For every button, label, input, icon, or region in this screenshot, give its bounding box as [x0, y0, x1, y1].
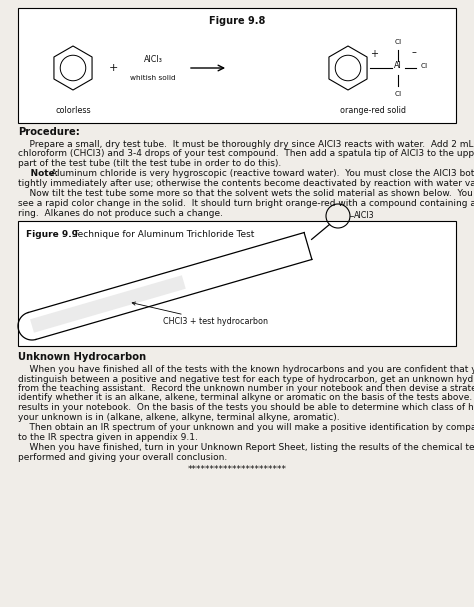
Text: Figure 9.8: Figure 9.8	[209, 16, 265, 26]
Text: results in your notebook.  On the basis of the tests you should be able to deter: results in your notebook. On the basis o…	[18, 403, 474, 412]
Text: +: +	[109, 63, 118, 73]
Text: whitish solid: whitish solid	[130, 75, 176, 81]
Text: Prepare a small, dry test tube.  It must be thoroughly dry since AlCl3 reacts wi: Prepare a small, dry test tube. It must …	[18, 140, 474, 149]
Text: orange-red solid: orange-red solid	[340, 106, 406, 115]
Text: Figure 9.9: Figure 9.9	[26, 230, 78, 239]
Text: Cl: Cl	[394, 39, 401, 45]
Text: your unknown is in (alkane, alkene, alkyne, terminal alkyne, aromatic).: your unknown is in (alkane, alkene, alky…	[18, 413, 340, 421]
Text: Unknown Hydrocarbon: Unknown Hydrocarbon	[18, 352, 146, 362]
Text: to the IR spectra given in appendix 9.1.: to the IR spectra given in appendix 9.1.	[18, 433, 198, 441]
Text: Al: Al	[394, 61, 402, 70]
Text: ring.  Alkanes do not produce such a change.: ring. Alkanes do not produce such a chan…	[18, 208, 223, 217]
Text: AlCl3: AlCl3	[354, 211, 374, 220]
Text: When you have finished all of the tests with the known hydrocarbons and you are : When you have finished all of the tests …	[18, 365, 474, 374]
Text: CHCl3 + test hydrocarbon: CHCl3 + test hydrocarbon	[132, 302, 268, 327]
Text: +: +	[370, 49, 378, 59]
Text: see a rapid color change in the solid.  It should turn bright orange-red with a : see a rapid color change in the solid. I…	[18, 199, 474, 208]
Polygon shape	[30, 276, 186, 333]
Text: Now tilt the test tube some more so that the solvent wets the solid material as : Now tilt the test tube some more so that…	[18, 189, 474, 198]
Text: Technique for Aluminum Trichloride Test: Technique for Aluminum Trichloride Test	[68, 230, 255, 239]
Text: distinguish between a positive and negative test for each type of hydrocarbon, g: distinguish between a positive and negat…	[18, 375, 474, 384]
Text: Cl: Cl	[394, 91, 401, 97]
Text: performed and giving your overall conclusion.: performed and giving your overall conclu…	[18, 452, 227, 461]
Text: identify whether it is an alkane, alkene, terminal alkyne or aromatic on the bas: identify whether it is an alkane, alkene…	[18, 393, 474, 402]
Text: When you have finished, turn in your Unknown Report Sheet, listing the results o: When you have finished, turn in your Unk…	[18, 443, 474, 452]
Text: Then obtain an IR spectrum of your unknown and you will make a positive identifi: Then obtain an IR spectrum of your unkno…	[18, 423, 474, 432]
Text: **********************: **********************	[188, 465, 286, 474]
Text: Aluminum chloride is very hygroscopic (reactive toward water).  You must close t: Aluminum chloride is very hygroscopic (r…	[48, 169, 474, 178]
Text: from the teaching assistant.  Record the unknown number in your notebook and the: from the teaching assistant. Record the …	[18, 384, 474, 393]
Text: Cl: Cl	[420, 63, 428, 69]
Text: –: –	[411, 47, 417, 57]
Bar	[18, 8, 456, 123]
Bar	[18, 221, 456, 346]
Text: part of the test tube (tilt the test tube in order to do this).: part of the test tube (tilt the test tub…	[18, 159, 281, 168]
Text: tightly immediately after use; otherwise the contents become deactivated by reac: tightly immediately after use; otherwise…	[18, 179, 474, 188]
Text: Procedure:: Procedure:	[18, 127, 80, 137]
Text: chloroform (CHCl3) and 3-4 drops of your test compound.  Then add a spatula tip : chloroform (CHCl3) and 3-4 drops of your…	[18, 149, 474, 158]
Text: AlCl₃: AlCl₃	[144, 55, 163, 64]
Text: colorless: colorless	[55, 106, 91, 115]
Text: Note:: Note:	[18, 169, 58, 178]
